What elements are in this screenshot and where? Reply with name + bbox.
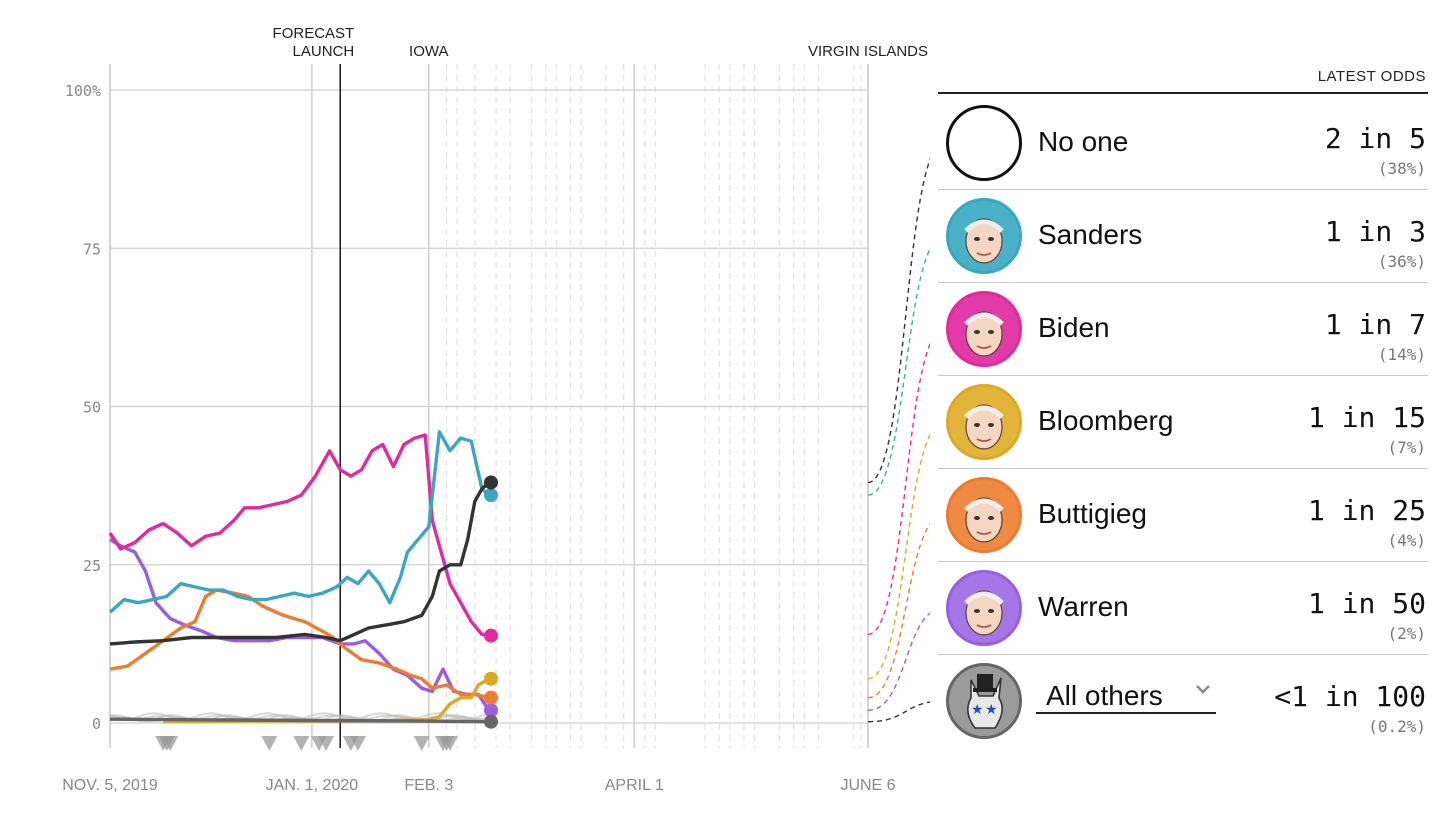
annotation-label-line: IOWA xyxy=(409,43,448,60)
annotation-label: VIRGIN ISLANDS xyxy=(808,43,928,60)
end-dot-all-others xyxy=(484,714,498,729)
odds-percent: (14%) xyxy=(1377,345,1426,364)
event-marker-icon xyxy=(293,736,310,751)
end-dot-no-one xyxy=(484,475,498,490)
y-tick-label: 100% xyxy=(65,82,101,100)
x-axis: NOV. 5, 2019 JAN. 1, 2020 FEB. 3 APRIL 1 JUN… xyxy=(62,777,895,794)
end-dot-warren xyxy=(484,703,498,718)
odds-chart: FORECAST LAUNCH IOWA VIRGIN ISLANDS 0 25 50 75… xyxy=(62,25,930,794)
x-tick-label: FEB. 3 xyxy=(404,777,453,794)
empty-circle-icon xyxy=(946,105,1022,181)
sanders-portrait xyxy=(946,198,1022,274)
event-marker-icon xyxy=(349,736,366,751)
y-tick-label: 0 xyxy=(92,715,101,733)
connector-warren xyxy=(867,612,930,711)
donkey-icon: ★ ★ xyxy=(946,663,1022,739)
candidate-name: Sanders xyxy=(1038,219,1143,250)
odds-percent: (2%) xyxy=(1387,624,1426,643)
series-line-warren xyxy=(109,537,491,712)
event-marker-icon xyxy=(318,736,335,751)
odds-row: ★ ★ All others <1 in 100 (0.2%) xyxy=(938,654,1428,747)
chart-series xyxy=(108,430,491,724)
odds-value: 2 in 5 xyxy=(1324,122,1426,155)
odds-percent: (4%) xyxy=(1387,531,1426,550)
event-marker-icon xyxy=(261,736,278,751)
biden-portrait xyxy=(946,291,1022,367)
buttigieg-portrait xyxy=(946,477,1022,553)
odds-row: Buttigieg 1 in 25 (4%) xyxy=(938,468,1428,562)
event-marker-icon xyxy=(162,736,179,751)
odds-value: 1 in 25 xyxy=(1307,494,1426,527)
connector-sanders xyxy=(867,247,930,496)
odds-row: Bloomberg 1 in 15 (7%) xyxy=(938,375,1428,469)
odds-row: Biden 1 in 7 (14%) xyxy=(938,282,1428,376)
chevron-down-icon xyxy=(1196,685,1210,694)
event-marker-icon xyxy=(442,736,459,751)
legend-connectors xyxy=(867,158,930,723)
annotation-label: FORECAST LAUNCH xyxy=(273,25,355,60)
connector-biden xyxy=(867,342,930,636)
odds-percent: (0.2%) xyxy=(1368,717,1426,736)
odds-percent: (7%) xyxy=(1387,438,1426,457)
primary-markers xyxy=(155,736,459,751)
y-tick-label: 75 xyxy=(83,240,101,258)
odds-row: Sanders 1 in 3 (36%) xyxy=(938,189,1428,283)
x-tick-label: APRIL 1 xyxy=(605,777,664,794)
connector-buttigieg xyxy=(867,523,930,699)
chart-annotations: FORECAST LAUNCH IOWA VIRGIN ISLANDS xyxy=(273,25,928,748)
bloomberg-portrait xyxy=(946,384,1022,460)
warren-portrait xyxy=(946,570,1022,646)
panel-title: LATEST ODDS xyxy=(1317,68,1426,85)
panel-rule xyxy=(938,92,1428,94)
series-line-sanders xyxy=(108,430,491,614)
connector-all-others xyxy=(867,701,930,723)
event-marker-icon xyxy=(413,736,430,751)
connector-no-one xyxy=(867,158,930,484)
end-dot-sanders xyxy=(484,488,498,503)
y-tick-label: 25 xyxy=(83,557,101,575)
series-line-biden xyxy=(108,433,490,638)
candidate-name: Bloomberg xyxy=(1038,405,1174,436)
odds-row: No one 2 in 5 (38%) xyxy=(938,96,1428,190)
x-tick-label: JUNE 6 xyxy=(840,777,895,794)
y-tick-label: 50 xyxy=(83,399,101,417)
series-end-dots xyxy=(484,475,498,729)
end-dot-biden xyxy=(484,628,498,643)
odds-row: Warren 1 in 50 (2%) xyxy=(938,561,1428,655)
x-tick-label: NOV. 5, 2019 xyxy=(62,777,158,794)
chart-grid xyxy=(109,64,869,748)
odds-value: 1 in 3 xyxy=(1324,215,1426,248)
dropdown-label: All others xyxy=(1046,680,1163,711)
odds-value: <1 in 100 xyxy=(1274,680,1426,713)
annotation-label-line: LAUNCH xyxy=(293,43,355,60)
candidate-name: Buttigieg xyxy=(1038,498,1147,529)
series-line-all-others xyxy=(109,717,490,724)
odds-percent: (38%) xyxy=(1377,159,1426,178)
svg-text:★: ★ xyxy=(971,702,984,718)
series-line-buttigieg xyxy=(109,588,490,700)
end-dot-buttigieg xyxy=(484,690,498,705)
series-line-no-one xyxy=(109,481,491,646)
odds-percent: (36%) xyxy=(1377,252,1426,271)
annotation-label-line: FORECAST xyxy=(273,25,355,42)
connector-bloomberg xyxy=(867,433,930,680)
annotation-label-line: VIRGIN ISLANDS xyxy=(808,43,928,60)
svg-text:★: ★ xyxy=(985,702,998,718)
y-axis: 0 25 50 75 100% xyxy=(65,82,101,733)
candidate-name: Warren xyxy=(1038,591,1129,622)
others-dropdown[interactable]: All others xyxy=(1036,676,1216,714)
odds-value: 1 in 15 xyxy=(1307,401,1426,434)
annotation-label: IOWA xyxy=(409,43,448,60)
odds-value: 1 in 50 xyxy=(1307,587,1426,620)
x-tick-label: JAN. 1, 2020 xyxy=(266,777,359,794)
candidate-name: No one xyxy=(1038,126,1129,157)
candidate-name: Biden xyxy=(1038,312,1110,343)
end-dot-bloomberg xyxy=(484,671,498,686)
odds-value: 1 in 7 xyxy=(1324,308,1426,341)
